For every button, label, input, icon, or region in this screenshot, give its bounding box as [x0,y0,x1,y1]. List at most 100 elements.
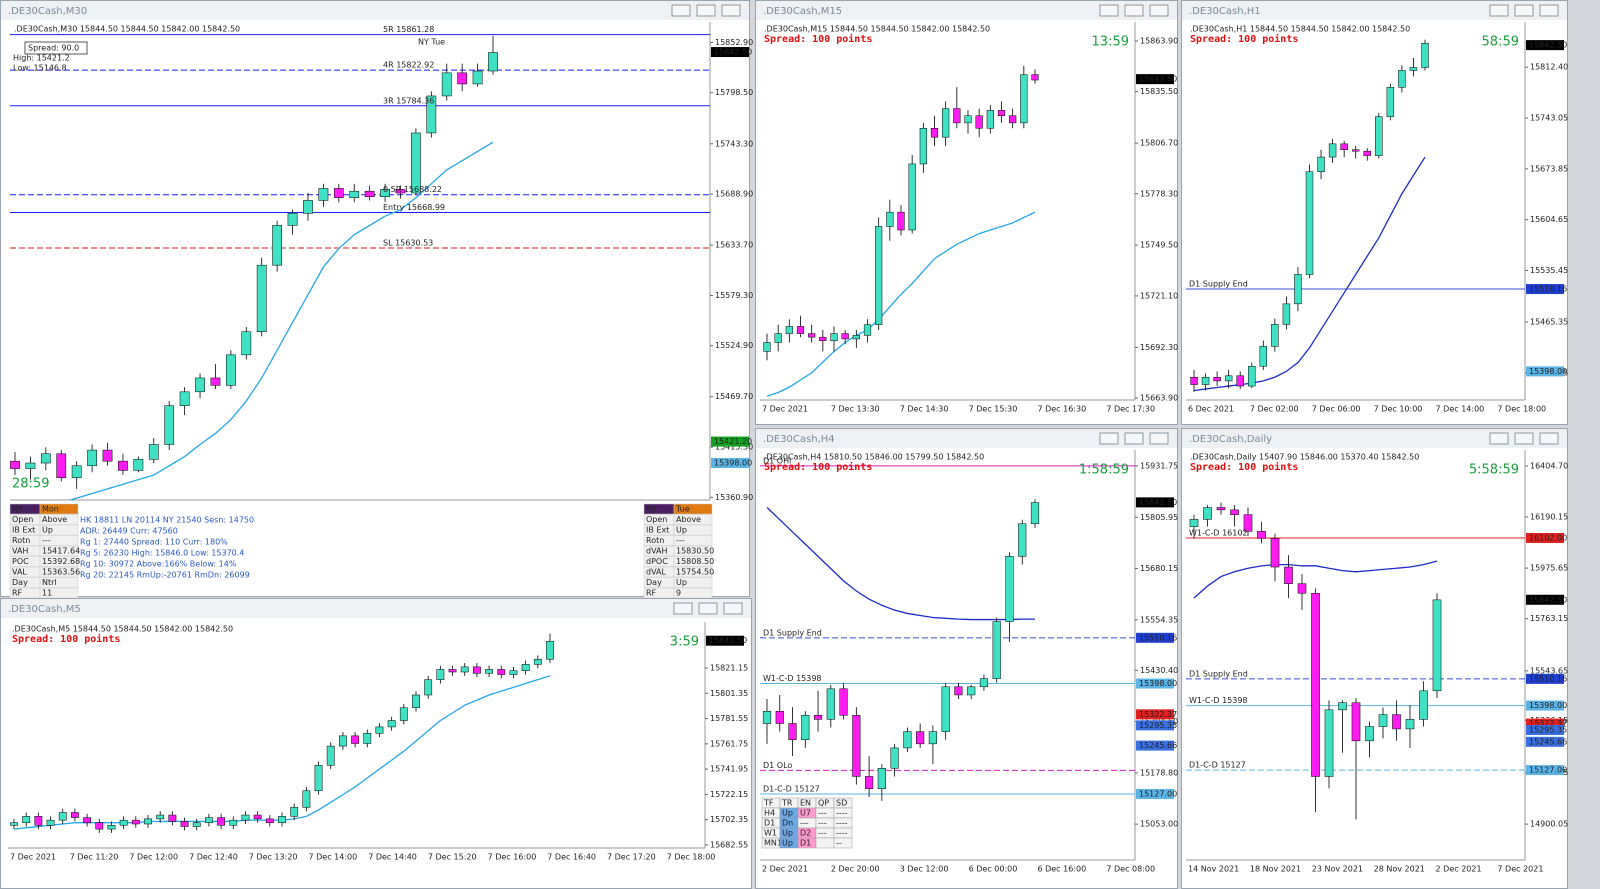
candle-body [875,226,883,325]
info-cell-text: Above [42,515,67,524]
maximize-button[interactable] [1124,432,1144,445]
candle-body [886,211,894,227]
maximize-button[interactable] [698,602,718,615]
y-tick-label: 15415.30 [715,443,753,452]
candle-body [826,688,835,720]
candle-body [241,814,250,821]
candle-body [144,818,152,825]
chart-window: .DE30Cash,H1 15812.40 15743.05 15673.85 1560… [1181,0,1568,425]
y-tick-label: 15469.70 [715,392,753,401]
minimize-button[interactable] [671,4,691,17]
candle-body [95,822,104,830]
info-line: Rg 20: 22145 RmUp:-20761 RmDn: 26099 [80,571,250,580]
candle-body [1375,116,1383,156]
minimize-button[interactable] [1099,432,1119,445]
level-label: 5R 15861.28 [383,25,434,34]
close-button[interactable] [1539,432,1559,445]
close-button[interactable] [721,4,741,17]
x-tick-label: 7 Dec 14:30 [900,405,949,414]
level-label: D1 Supply End [1189,280,1248,289]
window-title: .DE30Cash,H4 [763,434,835,445]
candle-body [1020,74,1028,124]
price-box [1526,40,1564,51]
candle-body [399,707,408,721]
plot-area [763,65,1039,397]
maximize-button[interactable] [696,4,716,17]
minimize-button[interactable] [1489,4,1509,17]
candle-body [1398,70,1406,88]
candle-body [1257,531,1266,539]
spread-box [24,41,88,55]
candle-body [1386,87,1395,117]
candle-body [954,686,963,696]
tf-cell-text: EN [800,799,811,808]
candle-body [890,747,899,769]
minimize-button[interactable] [1489,432,1509,445]
maximize-button[interactable] [1514,432,1534,445]
candle-body [225,354,236,386]
candle-body [118,460,128,471]
x-tick-label: 7 Dec 15:30 [969,405,1018,414]
info-line: Rg 1: 27440 Spread: 110 Curr: 180% [80,538,228,547]
y-tick-label: 15722.15 [710,790,748,799]
candle-body [1189,519,1199,527]
y-tick-label: 15798.50 [715,88,753,97]
x-tick-label: 7 Dec 08:00 [1106,865,1155,874]
candle-body [472,70,483,85]
y-tick-label: 15053.00 [1140,820,1178,829]
maximize-button[interactable] [1124,4,1144,17]
info-cell [39,556,79,567]
chart-header: .DE30Cash,M15 15844.50 15844.50 15842.00… [764,25,990,34]
candle-body [1317,156,1325,172]
y-tick-label: 15743.05 [1530,114,1568,123]
tf-cell-text: Dn [782,819,793,828]
close-button[interactable] [723,602,743,615]
y-tick-label: 15663.90 [1140,394,1178,403]
candle-body [278,816,286,823]
minimize-button[interactable] [673,602,693,615]
candle-body [290,807,299,817]
tf-cell-text: W1 [764,829,777,838]
close-button[interactable] [1539,4,1559,17]
x-tick-label: 7 Dec 02:00 [1250,405,1299,414]
info-cell [673,545,713,557]
minimize-button[interactable] [1099,4,1119,17]
candle-body [424,679,433,696]
x-tick-label: 28 Nov 2021 [1374,865,1425,874]
y-tick-label: 15688.90 [715,190,753,199]
candle-body [865,776,874,789]
chart-header: .DE30Cash,H4 15810.50 15846.00 15799.50 … [764,453,984,462]
x-tick-label: 3 Dec 12:00 [900,865,949,874]
candle-body [1018,523,1027,557]
candle-body [509,670,518,675]
info-line: HK 18811 LN 20114 NY 21540 Sesn: 14750 [80,516,254,525]
candle-body [1419,690,1428,720]
candle-body [919,127,927,165]
candle-body [1432,599,1442,692]
y-tick-label: 15430.40 [1140,666,1178,675]
candle-body [460,666,469,673]
price-box [1136,632,1174,643]
price-box [1136,74,1174,85]
close-button[interactable] [1149,432,1169,445]
info-cell [673,566,713,578]
candle-body [997,110,1006,116]
close-button[interactable] [1149,4,1169,17]
y-tick-label: 15761.75 [710,739,748,748]
timer: 58:59 [1482,35,1519,50]
price-box [1526,718,1564,729]
info-cell [39,524,79,536]
chart-window: .DE30Cash,M15 15863.90 15835.50 15806.70 157… [755,0,1178,425]
candle-body [1201,376,1210,385]
candle-body [1031,74,1039,81]
info-cell-text: Open [12,515,33,524]
candle-body [46,819,55,826]
y-tick-label: 15680.15 [1140,564,1178,573]
tf-cell-text: ---- [836,829,848,838]
moving-average [766,211,1036,397]
candle-body [801,715,810,741]
level-label: 3R 15784.36 [383,96,434,105]
maximize-button[interactable] [1514,4,1534,17]
candle-body [363,733,372,744]
